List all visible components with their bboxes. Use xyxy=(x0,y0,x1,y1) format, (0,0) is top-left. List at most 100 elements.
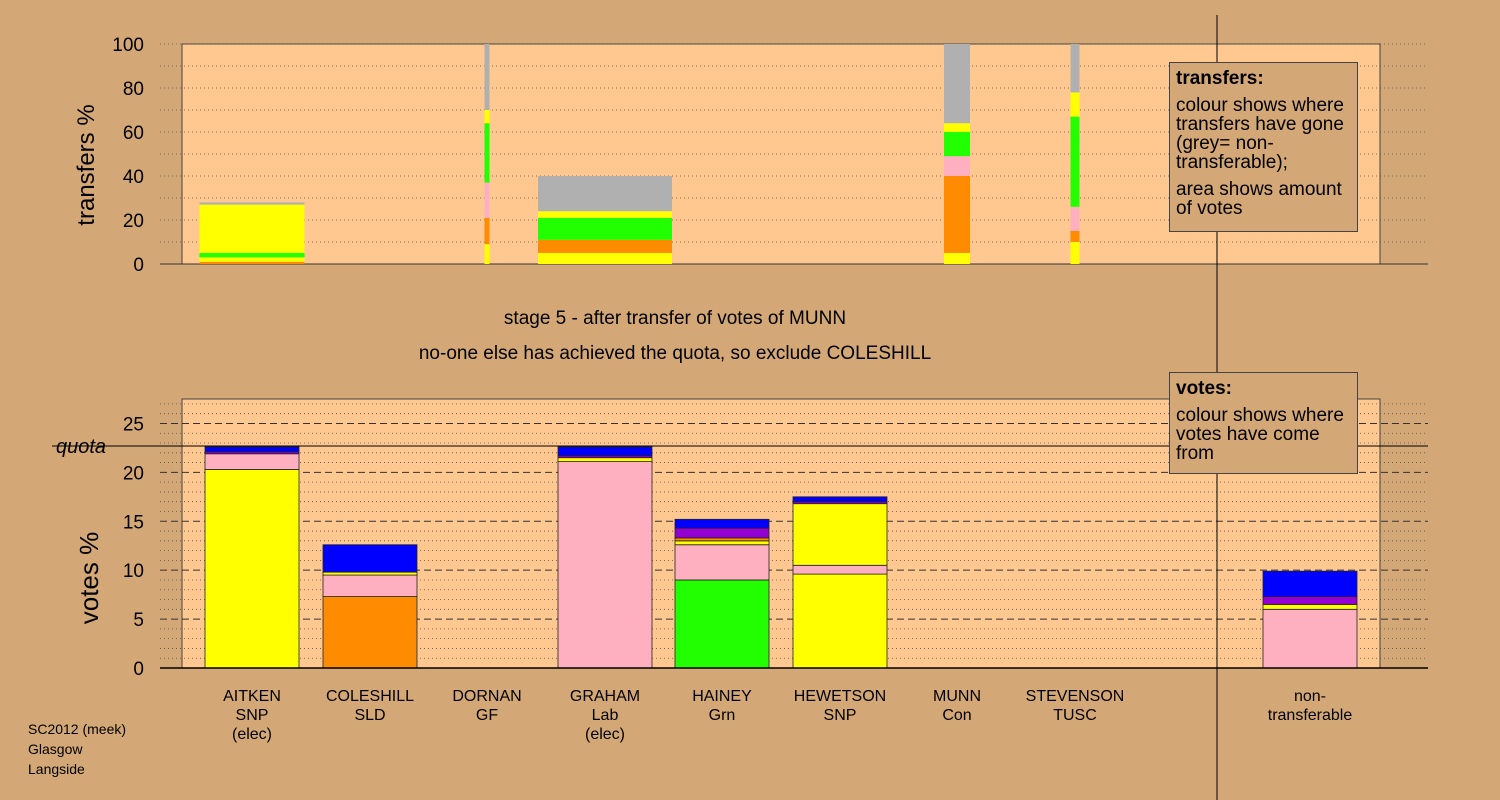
vote-segment xyxy=(557,446,653,457)
transfer-segment xyxy=(484,217,490,245)
candidate-label: GRAHAM xyxy=(570,688,640,705)
vote-segment xyxy=(1262,570,1358,597)
transfers-tick-label: 60 xyxy=(123,123,144,144)
votes-axis-label: votes % xyxy=(74,532,104,625)
candidate-label: SNP xyxy=(824,707,857,724)
transfer-segment xyxy=(944,176,970,253)
candidate-label: SLD xyxy=(354,707,385,724)
transfer-segment xyxy=(1070,116,1080,207)
footer: SC2012 (meek) Glasgow Langside xyxy=(28,719,126,779)
vote-segment xyxy=(792,503,888,566)
quota-label: quota xyxy=(56,436,106,458)
footer-line1: SC2012 (meek) xyxy=(28,721,127,737)
transfer-segment xyxy=(484,44,490,110)
vote-segment xyxy=(204,453,300,470)
vote-segment xyxy=(322,544,418,573)
transfer-segment xyxy=(199,261,305,264)
votes-legend-title: votes: xyxy=(1176,378,1232,399)
transfer-segment xyxy=(199,204,305,253)
candidate-label: AITKEN xyxy=(223,688,281,705)
transfer-segment xyxy=(484,244,490,264)
footer-line2: Glasgow xyxy=(28,741,83,757)
transfer-segment xyxy=(538,217,672,240)
vote-segment xyxy=(1262,608,1358,669)
votes-tick-label: 0 xyxy=(133,659,144,680)
candidate-label: STEVENSON xyxy=(1026,688,1125,705)
candidate-label: MUNN xyxy=(933,688,981,705)
candidate-label: HEWETSON xyxy=(794,688,886,705)
vote-segment xyxy=(204,469,300,669)
transfer-segment xyxy=(944,156,970,176)
transfers-tick-label: 0 xyxy=(133,255,144,276)
transfer-segment xyxy=(944,132,970,157)
vote-segment xyxy=(322,574,418,597)
transfers-tick-label: 20 xyxy=(123,211,144,232)
vote-segment xyxy=(1262,604,1358,610)
candidate-label: Grn xyxy=(709,707,736,724)
vote-segment xyxy=(322,571,418,576)
transfer-segment xyxy=(944,123,970,132)
transfers-legend-line1: colour shows where transfers have gone (… xyxy=(1176,95,1344,173)
votes-tick-label: 10 xyxy=(123,561,144,582)
transfer-segment xyxy=(1070,206,1080,231)
transfer-segment xyxy=(538,176,672,212)
transfers-axis-label: transfers % xyxy=(73,104,100,225)
transfer-segment xyxy=(538,253,672,264)
transfer-segment xyxy=(1070,231,1080,242)
footer-line3: Langside xyxy=(28,761,85,777)
candidate-label: (elec) xyxy=(232,726,272,743)
vote-segment xyxy=(1262,596,1358,605)
transfer-segment xyxy=(1070,92,1080,117)
candidate-label: SNP xyxy=(236,707,269,724)
transfers-tick-label: 80 xyxy=(123,79,144,100)
vote-segment xyxy=(674,544,770,581)
transfer-segment xyxy=(538,211,672,218)
transfers-tick-label: 100 xyxy=(112,35,144,56)
vote-segment xyxy=(792,573,888,669)
transfer-segment xyxy=(1070,242,1080,264)
vote-segment xyxy=(674,518,770,529)
votes-tick-label: 5 xyxy=(133,610,144,631)
votes-tick-label: 20 xyxy=(123,463,144,484)
vote-segment xyxy=(557,457,653,463)
transfer-segment xyxy=(944,253,970,264)
transfer-segment xyxy=(484,110,490,124)
vote-segment xyxy=(204,446,300,453)
transfer-segment xyxy=(944,44,970,124)
transfer-segment xyxy=(1070,44,1080,93)
vote-segment xyxy=(322,596,418,669)
status-text: no-one else has achieved the quota, so e… xyxy=(419,343,931,364)
vote-segment xyxy=(674,579,770,669)
candidate-label: Lab xyxy=(592,707,619,724)
candidate-label: GF xyxy=(476,707,498,724)
transfer-segment xyxy=(484,123,490,183)
vote-segment xyxy=(792,496,888,503)
candidate-label: Con xyxy=(942,707,971,724)
transfers-tick-label: 40 xyxy=(123,167,144,188)
vote-segment xyxy=(674,537,770,542)
candidate-label: DORNAN xyxy=(452,688,521,705)
candidate-label: HAINEY xyxy=(692,688,752,705)
votes-legend: votes: colour shows where votes have com… xyxy=(1169,372,1358,474)
candidate-label: transferable xyxy=(1268,707,1353,724)
stage-title: stage 5 - after transfer of votes of MUN… xyxy=(504,308,846,329)
votes-tick-label: 15 xyxy=(123,512,144,533)
candidate-label: non- xyxy=(1294,688,1326,705)
candidate-label: (elec) xyxy=(585,726,625,743)
transfer-segment xyxy=(199,253,305,258)
candidate-label: COLESHILL xyxy=(326,688,414,705)
transfer-segment xyxy=(199,202,305,205)
transfer-segment xyxy=(484,182,490,218)
transfers-legend-line2: area shows amount of votes xyxy=(1176,179,1342,219)
transfer-segment xyxy=(199,257,305,262)
vote-segment xyxy=(557,461,653,669)
transfers-legend: transfers: colour shows where transfers … xyxy=(1169,62,1358,232)
candidate-label: TUSC xyxy=(1053,707,1097,724)
transfer-segment xyxy=(538,239,672,253)
vote-segment xyxy=(674,527,770,539)
vote-segment xyxy=(792,564,888,575)
votes-tick-label: 25 xyxy=(123,414,144,435)
transfers-legend-title: transfers: xyxy=(1176,68,1264,89)
votes-legend-line1: colour shows where votes have come from xyxy=(1176,405,1344,464)
